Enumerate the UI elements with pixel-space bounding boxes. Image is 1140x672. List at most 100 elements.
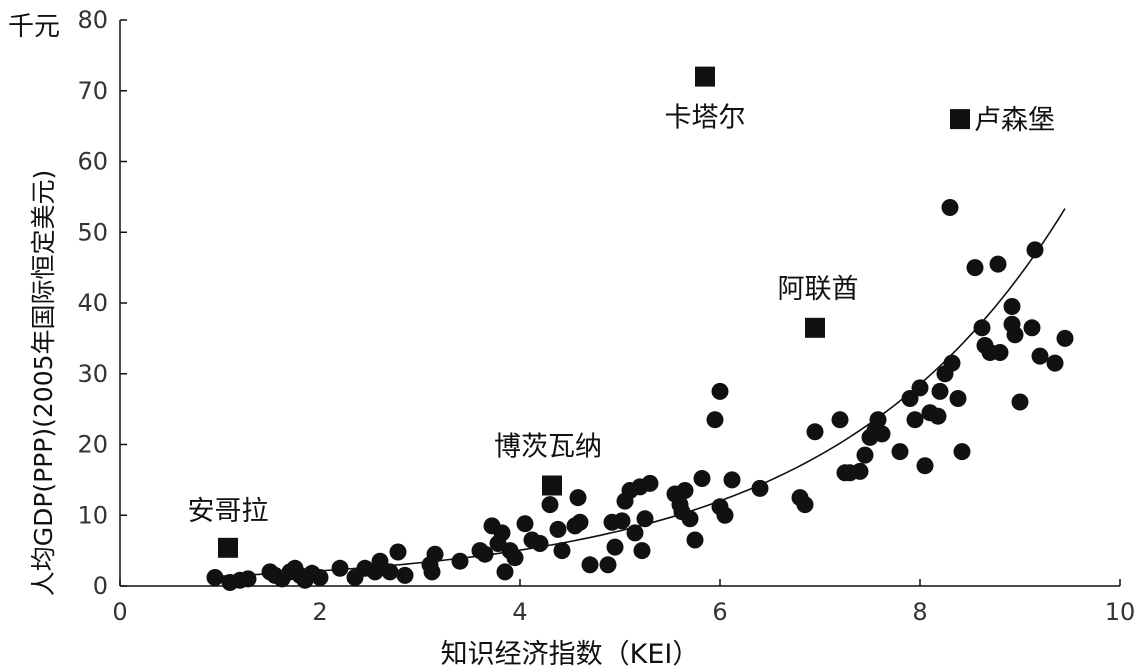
data-point [571,513,589,531]
data-point [693,470,711,487]
data-point [891,443,909,461]
data-point [613,512,631,530]
data-points [206,199,1074,591]
data-point [371,552,389,570]
highlight-marker [542,475,562,496]
y-tick-label: 30 [77,360,108,388]
data-point [931,382,949,400]
data-point [851,462,869,480]
data-point [973,319,991,337]
y-tick-label: 40 [77,289,108,317]
data-point [916,457,934,475]
x-tick-label: 0 [112,598,127,626]
y-tick-label: 10 [77,501,108,529]
data-point [911,379,929,397]
data-point [541,496,559,514]
data-point [599,556,617,574]
y-tick-label: 50 [77,218,108,246]
data-point [206,569,224,586]
data-point [941,199,959,216]
data-point [606,538,624,556]
data-point [906,411,924,429]
data-point [856,446,874,464]
highlight-marker [950,109,970,130]
x-tick-label: 4 [512,598,527,626]
data-point [626,524,644,542]
data-point [723,471,741,489]
data-point [676,482,694,499]
data-point [686,531,704,549]
data-point [1026,241,1044,259]
highlight-label: 卡塔尔 [665,103,746,134]
data-point [389,543,407,561]
data-point [553,542,571,560]
data-point [949,390,967,407]
highlight-marker [218,537,238,558]
axes: 0 2 4 6 8 10 0 10 20 30 40 50 60 70 80 [77,6,1135,626]
data-point [1003,298,1021,315]
data-point [869,411,887,429]
data-point [569,489,587,507]
data-point [901,390,919,407]
x-tick-label: 6 [712,598,727,626]
data-point [1056,329,1074,347]
data-point [516,515,534,533]
data-point [641,474,659,492]
data-point [1006,326,1024,344]
data-point [549,520,567,538]
x-axis-title: 知识经济指数（KEI） [440,639,700,670]
data-point [506,549,524,567]
data-point [426,545,444,563]
x-tick-label: 8 [912,598,927,626]
data-point [636,510,654,528]
data-point [711,382,729,400]
data-point [966,259,984,277]
y-unit-label: 千元 [8,12,61,42]
highlight-label: 博茨瓦纳 [494,432,602,463]
data-point [423,563,441,581]
highlight-label: 安哥拉 [188,496,269,527]
highlight-label: 卢森堡 [974,105,1055,136]
data-point [751,479,769,497]
data-point [1011,393,1029,411]
x-tick-label: 2 [312,598,327,626]
highlight-label: 阿联酋 [778,274,859,305]
data-point [1023,319,1041,337]
data-point [1031,347,1049,365]
data-point [331,559,349,577]
data-point [476,545,494,563]
data-point [581,556,599,574]
data-point [716,506,734,524]
x-tick-label: 10 [1105,598,1136,626]
data-point [943,354,961,372]
data-point [953,443,971,461]
data-point [831,411,849,429]
data-point [796,496,814,514]
data-point [496,563,514,581]
data-point [311,569,329,586]
y-tick-label: 0 [93,572,108,600]
data-point [681,510,699,528]
data-point [706,411,724,429]
data-point [531,535,549,552]
y-tick-label: 80 [77,6,108,34]
data-point [381,563,399,581]
data-point [806,423,824,441]
highlight-marker [805,317,825,338]
data-point [493,524,511,542]
data-point [989,255,1007,273]
data-point [239,570,257,588]
data-point [633,542,651,560]
data-point [873,425,891,443]
data-point [396,566,414,584]
data-point [991,344,1009,361]
data-point [451,552,469,570]
highlight-marker [695,66,715,87]
data-point [929,407,947,425]
y-tick-label: 70 [77,77,108,105]
data-point [1046,354,1064,372]
y-tick-label: 20 [77,431,108,459]
y-tick-label: 60 [77,148,108,176]
